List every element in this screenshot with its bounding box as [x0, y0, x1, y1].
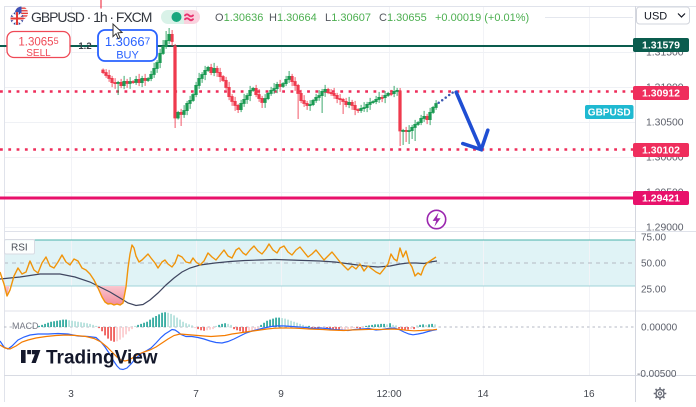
svg-text:1.30500: 1.30500 — [646, 118, 684, 129]
svg-text:L: L — [325, 12, 331, 24]
svg-text:16: 16 — [583, 389, 595, 400]
svg-text:GBPUSD · 1h · FXCM: GBPUSD · 1h · FXCM — [31, 9, 152, 25]
svg-text:1.30667: 1.30667 — [105, 34, 151, 49]
svg-text:7: 7 — [193, 389, 199, 400]
svg-text:0.00000: 0.00000 — [641, 323, 678, 334]
svg-text:1.30655: 1.30655 — [387, 12, 427, 24]
svg-text:1.29421: 1.29421 — [642, 193, 680, 205]
svg-text:1.29000: 1.29000 — [646, 223, 684, 234]
svg-text:1.30655: 1.30655 — [18, 36, 58, 49]
svg-text:GBPUSD: GBPUSD — [588, 108, 631, 119]
svg-text:1.2: 1.2 — [78, 41, 91, 52]
svg-text:H: H — [269, 12, 277, 24]
svg-text:12:00: 12:00 — [376, 389, 401, 400]
svg-text:BUY: BUY — [116, 50, 139, 62]
svg-text:1.31500: 1.31500 — [646, 48, 684, 59]
svg-text:3: 3 — [68, 389, 74, 400]
svg-text:1.30607: 1.30607 — [331, 12, 371, 24]
svg-text:C: C — [379, 12, 387, 24]
svg-text:O: O — [215, 12, 224, 24]
svg-text:50.00: 50.00 — [641, 259, 666, 270]
svg-text:9: 9 — [278, 389, 284, 400]
svg-text:25.00: 25.00 — [641, 285, 666, 296]
svg-text:1.30636: 1.30636 — [224, 12, 264, 24]
svg-text:1.30912: 1.30912 — [642, 88, 680, 100]
svg-text:USD: USD — [644, 11, 667, 23]
svg-text:RSI: RSI — [11, 243, 28, 254]
svg-text:75.00: 75.00 — [641, 233, 666, 244]
svg-text:1.30102: 1.30102 — [642, 145, 680, 157]
svg-text:+0.00019 (+0.01%): +0.00019 (+0.01%) — [435, 12, 529, 24]
svg-text:14: 14 — [477, 389, 489, 400]
svg-text:1.30000: 1.30000 — [646, 153, 684, 164]
svg-text:-0.00500: -0.00500 — [637, 369, 677, 380]
svg-text:TradingView: TradingView — [46, 348, 158, 369]
svg-text:1.30664: 1.30664 — [277, 12, 317, 24]
svg-text:1.31579: 1.31579 — [642, 40, 680, 52]
svg-text:MACD: MACD — [12, 321, 39, 331]
svg-text:SELL: SELL — [26, 48, 51, 59]
